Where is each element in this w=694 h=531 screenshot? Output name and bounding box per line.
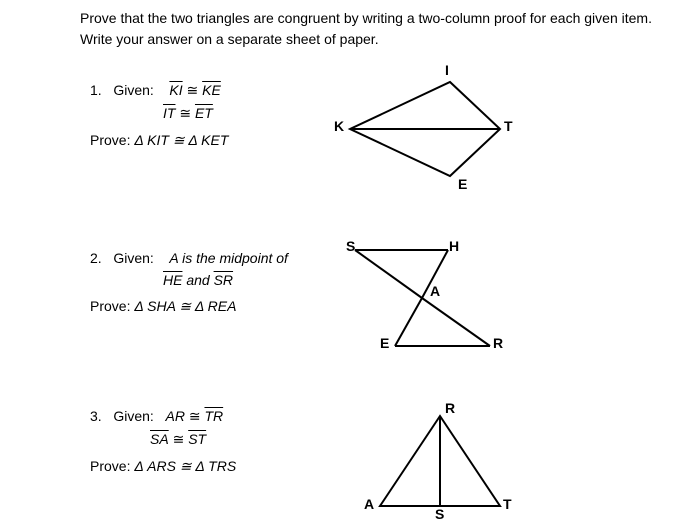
segment-ke: KE: [202, 82, 221, 98]
prove-label: Prove:: [90, 132, 130, 148]
segment-ar: AR: [166, 408, 185, 424]
given-label: Given:: [113, 82, 153, 98]
instructions-text: Prove that the two triangles are congrue…: [80, 10, 652, 47]
figure-3: R A S T: [360, 402, 530, 522]
instructions: Prove that the two triangles are congrue…: [80, 8, 674, 50]
problem-3-number: 3.: [90, 408, 102, 424]
label-a: A: [364, 496, 374, 512]
segment-it: IT: [163, 105, 175, 121]
segment-he: HE: [163, 272, 182, 288]
congruent-symbol: ≅: [173, 431, 189, 447]
given-text: A is the midpoint of: [169, 250, 288, 266]
prove-text: Δ ARS ≅ Δ TRS: [134, 458, 236, 474]
prove-label: Prove:: [90, 458, 130, 474]
problem-1-text: 1. Given: KI ≅ KE IT ≅ ET Prove: Δ KIT ≅…: [90, 82, 330, 149]
segment-sr: SR: [214, 272, 233, 288]
segment-st: ST: [188, 431, 206, 447]
congruent-symbol: ≅: [189, 408, 205, 424]
segment-ki: KI: [169, 82, 182, 98]
congruent-symbol: ≅: [179, 105, 195, 121]
figure-2: S H A E R: [340, 238, 520, 368]
given-label: Given:: [113, 250, 153, 266]
problem-2: 2. Given: A is the midpoint of HE and SR…: [90, 250, 610, 370]
problem-2-number: 2.: [90, 250, 102, 266]
problem-3-text: 3. Given: AR ≅ TR SA ≅ ST Prove: Δ ARS ≅…: [90, 408, 330, 475]
and-text: and: [186, 272, 213, 288]
label-e: E: [458, 176, 467, 192]
prove-label: Prove:: [90, 298, 130, 314]
problem-2-text: 2. Given: A is the midpoint of HE and SR…: [90, 250, 330, 315]
label-r: R: [493, 335, 503, 351]
problem-1: 1. Given: KI ≅ KE IT ≅ ET Prove: Δ KIT ≅…: [90, 82, 610, 212]
problem-1-number: 1.: [90, 82, 102, 98]
segment-et: ET: [195, 105, 213, 121]
prove-text: Δ KIT ≅ Δ KET: [134, 132, 228, 148]
label-r: R: [445, 400, 455, 416]
label-t: T: [504, 118, 513, 134]
label-k: K: [334, 118, 344, 134]
prove-text: Δ SHA ≅ Δ REA: [134, 298, 236, 314]
problem-3: 3. Given: AR ≅ TR SA ≅ ST Prove: Δ ARS ≅…: [90, 408, 610, 528]
label-i: I: [445, 62, 449, 78]
figure-1-svg: [330, 64, 520, 204]
problems-list: 1. Given: KI ≅ KE IT ≅ ET Prove: Δ KIT ≅…: [90, 80, 610, 531]
given-label: Given:: [113, 408, 153, 424]
figure-1: K I T E: [330, 64, 520, 204]
segment-sa: SA: [150, 431, 169, 447]
label-s: S: [435, 506, 444, 522]
page: Prove that the two triangles are congrue…: [0, 0, 694, 531]
label-t: T: [503, 496, 512, 512]
label-a: A: [430, 283, 440, 299]
label-h: H: [449, 238, 459, 254]
congruent-symbol: ≅: [187, 82, 203, 98]
segment-tr: TR: [204, 408, 223, 424]
label-s: S: [346, 238, 355, 254]
label-e: E: [380, 335, 389, 351]
